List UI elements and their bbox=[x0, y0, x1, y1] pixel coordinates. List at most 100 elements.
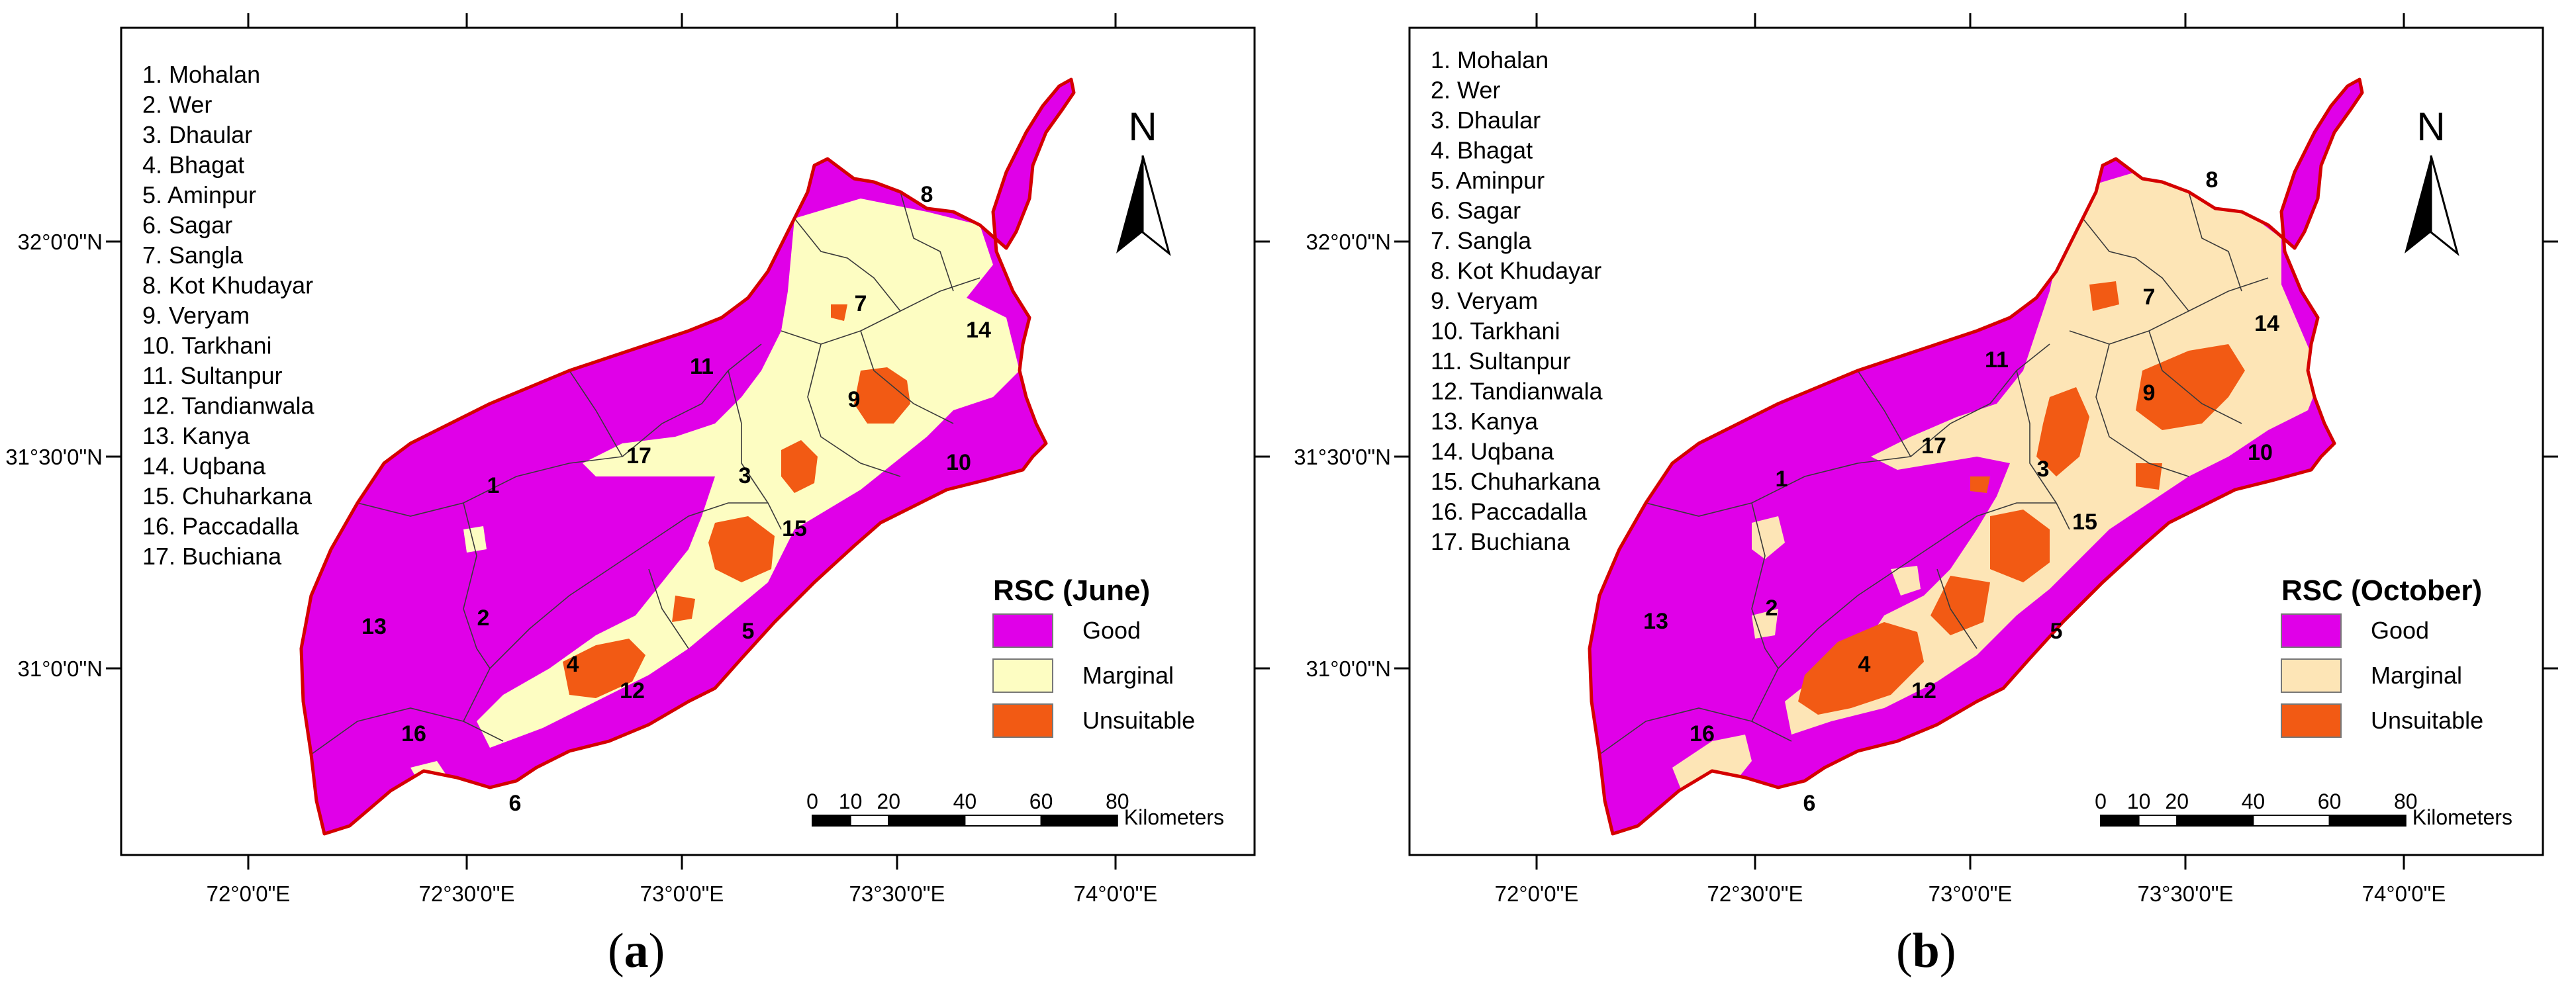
lon-label: 72°0'0"E bbox=[207, 881, 291, 906]
district-number-label: 7 bbox=[2143, 285, 2156, 310]
district-boundary bbox=[860, 330, 954, 424]
district-list-item: 7. Sangla bbox=[1431, 227, 1532, 254]
district-list-item: 17. Buchiana bbox=[1431, 528, 1570, 555]
district-list-item: 8. Kot Khudayar bbox=[142, 272, 313, 299]
unsuitable-region bbox=[672, 596, 695, 622]
district-list-item: 7. Sangla bbox=[142, 242, 244, 269]
unsuitable-region bbox=[831, 304, 847, 321]
district-list-item: 6. Sagar bbox=[142, 212, 232, 239]
legend-swatch bbox=[2281, 658, 2342, 693]
district-list-item: 11. Sultanpur bbox=[1431, 347, 1570, 375]
district-number-label: 1 bbox=[487, 473, 500, 498]
legend-label: Good bbox=[1082, 617, 1141, 644]
lon-label: 72°0'0"E bbox=[1495, 881, 1579, 906]
legend-swatch bbox=[2281, 613, 2342, 648]
scale-bar-segment bbox=[1040, 815, 1118, 827]
legend-title: RSC (October) bbox=[2281, 574, 2482, 607]
district-list-item: 12. Tandianwala bbox=[1431, 378, 1603, 405]
study-area-boundary bbox=[299, 77, 1076, 836]
scale-bar-segment bbox=[849, 815, 890, 827]
district-number-label: 10 bbox=[2248, 440, 2273, 465]
district-boundary bbox=[807, 343, 901, 477]
scale-bar-tick-label: 20 bbox=[2165, 789, 2189, 813]
scale-bar-unit: Kilometers bbox=[2412, 805, 2512, 829]
district-number-label: 5 bbox=[2050, 619, 2063, 644]
marginal-region bbox=[1891, 566, 1921, 596]
scale-bar-tick-label: 0 bbox=[806, 789, 818, 813]
district-boundary bbox=[2148, 330, 2242, 424]
district-list-item: 9. Veryam bbox=[142, 302, 250, 329]
district-number-label: 13 bbox=[1643, 609, 1668, 634]
district-boundary bbox=[648, 568, 689, 649]
north-label: N bbox=[1128, 105, 1157, 149]
lat-label: 31°0'0"N bbox=[1306, 656, 1391, 681]
unsuitable-region bbox=[708, 516, 775, 582]
unsuitable-region bbox=[1990, 510, 2050, 582]
scale-bar-tick-label: 60 bbox=[2318, 789, 2342, 813]
district-number-label: 11 bbox=[690, 354, 714, 379]
district-boundary bbox=[310, 707, 504, 755]
district-list-item: 12. Tandianwala bbox=[142, 392, 315, 420]
district-boundary bbox=[1645, 456, 1911, 517]
unsuitable-region bbox=[781, 440, 818, 493]
district-list-item: 4. Bhagat bbox=[142, 152, 244, 179]
district-list-item: 16. Paccadalla bbox=[1431, 498, 1588, 525]
district-list-item: 2. Wer bbox=[1431, 77, 1500, 104]
district-list-item: 10. Tarkhani bbox=[1431, 318, 1560, 345]
scale-bar-tick-label: 40 bbox=[953, 789, 977, 813]
scale-bar-segment bbox=[2100, 815, 2140, 827]
scale-bar-tick-label: 80 bbox=[2394, 789, 2418, 813]
district-number-label: 4 bbox=[567, 652, 579, 677]
lat-label: 31°0'0"N bbox=[18, 656, 103, 681]
lon-label: 74°0'0"E bbox=[2362, 881, 2446, 906]
map-panel-b: 72°0'0"E 72°30'0"E 73°0'0"E 73°30'0"E 74°0'0… bbox=[1288, 0, 2576, 988]
district-list-item: 15. Chuharkana bbox=[1431, 468, 1601, 495]
district-boundary bbox=[357, 456, 623, 517]
district-list-item: 10. Tarkhani bbox=[142, 332, 271, 359]
district-number-label: 7 bbox=[855, 291, 867, 316]
study-area-boundary bbox=[1588, 77, 2364, 836]
district-boundary bbox=[728, 370, 782, 530]
district-boundary bbox=[1751, 568, 1898, 722]
legend-swatch bbox=[992, 658, 1053, 693]
district-list-item: 1. Mohalan bbox=[1431, 46, 1549, 73]
district-boundary bbox=[463, 568, 610, 722]
district-boundary bbox=[2082, 218, 2189, 312]
map-figure-b: 72°0'0"E 72°30'0"E 73°0'0"E 73°30'0"E 74°0'0… bbox=[1294, 13, 2558, 906]
district-boundary bbox=[1599, 707, 1792, 755]
scale-bar-segment bbox=[888, 815, 966, 827]
unsuitable-region bbox=[1798, 622, 1924, 715]
unsuitable-region bbox=[1970, 476, 1990, 493]
district-list-item: 14. Uqbana bbox=[1431, 438, 1554, 465]
district-list-item: 5. Aminpur bbox=[142, 181, 256, 208]
district-list-item: 8. Kot Khudayar bbox=[1431, 257, 1601, 285]
scale-bar-tick-label: 0 bbox=[2095, 789, 2107, 813]
district-number-label: 13 bbox=[361, 614, 387, 639]
district-boundary bbox=[900, 191, 954, 292]
district-number-label: 15 bbox=[782, 516, 807, 541]
district-list-item: 16. Paccadalla bbox=[142, 513, 299, 540]
district-number-label: 8 bbox=[2206, 167, 2218, 193]
legend-label: Good bbox=[2371, 617, 2429, 644]
scale-bar-segment bbox=[2138, 815, 2178, 827]
scale-bar-segment bbox=[964, 815, 1042, 827]
district-boundary bbox=[463, 502, 491, 669]
district-list-item: 2. Wer bbox=[142, 91, 212, 118]
unsuitable-region bbox=[2136, 463, 2162, 490]
unsuitable-region bbox=[2136, 344, 2245, 430]
district-list-item: 1. Mohalan bbox=[142, 61, 260, 88]
scale-bar-unit: Kilometers bbox=[1124, 805, 1224, 829]
district-number-label: 14 bbox=[2254, 311, 2279, 336]
district-number-label: 1 bbox=[1776, 467, 1788, 492]
map-panel-a: 72°0'0"E 72°30'0"E 73°0'0"E 73°30'0"E 74°0'0… bbox=[5, 13, 1270, 978]
district-list-item: 11. Sultanpur bbox=[142, 362, 282, 389]
legend-label: Unsuitable bbox=[1082, 707, 1195, 734]
unsuitable-region bbox=[563, 639, 645, 698]
lat-label: 32°0'0"N bbox=[18, 230, 103, 254]
unsuitable-region bbox=[2089, 281, 2119, 311]
district-list-item: 3. Dhaular bbox=[1431, 107, 1541, 134]
unsuitable-region bbox=[2036, 387, 2089, 476]
district-boundary bbox=[622, 343, 762, 457]
scale-bar-tick-label: 10 bbox=[839, 789, 863, 813]
district-boundary bbox=[2016, 370, 2070, 530]
